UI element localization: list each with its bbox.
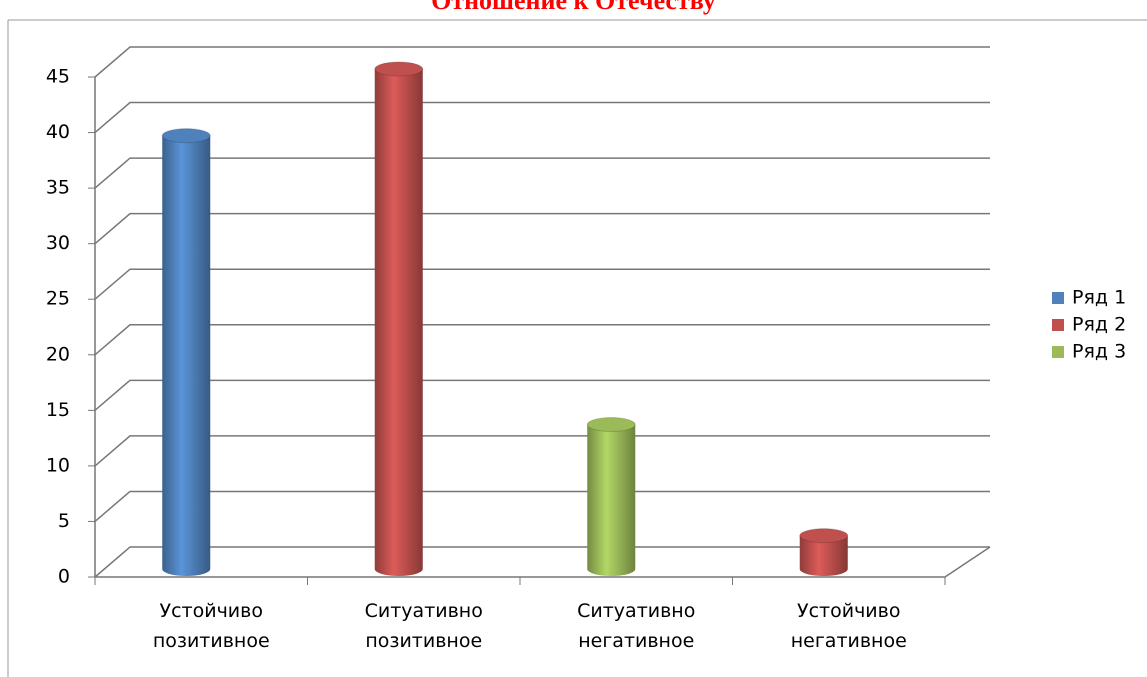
y-tick-label: 30 [46,232,70,254]
legend-label: Ряд 1 [1072,287,1126,309]
bar-top [586,417,636,433]
grid-line [94,435,990,467]
y-tick-label: 20 [46,343,70,365]
bar-top [161,128,211,144]
bar [799,535,848,577]
legend-swatch [1052,346,1064,358]
x-tick-label: Устойчиво негативное [790,600,907,652]
y-tick-label: 15 [46,399,70,421]
y-tick-label: 25 [46,288,70,310]
chart-title: Отношение к Отечеству [431,0,716,15]
grid-line [94,546,990,578]
y-tick-label: 10 [46,454,70,476]
legend-swatch [1052,319,1064,331]
grid-line [94,101,990,134]
grid-line [94,268,990,300]
legend-label: Ряд 2 [1072,314,1126,336]
y-tick-label: 45 [46,66,70,88]
y-tick-label: 5 [58,510,70,532]
grid-line [94,46,990,78]
legend-swatch [1052,292,1064,304]
y-tick-label: 40 [46,121,70,143]
grid-line [94,157,990,189]
y-tick-label: 35 [46,177,70,199]
y-tick-label: 0 [58,566,70,588]
legend-label: Ряд 3 [1072,341,1126,363]
bar [162,135,211,577]
grid-line [94,324,990,356]
grid-line [94,490,990,523]
bar [587,424,636,577]
bar-top [799,528,849,544]
x-tick-label: Устойчиво позитивное [152,600,270,652]
x-tick-label: Ситуативно негативное [577,600,696,652]
x-tick-label: Ситуативно позитивное [364,600,483,652]
grid-line [94,212,990,245]
floor [95,546,991,578]
grid-line [94,379,990,411]
bar-top [374,61,424,77]
bar [374,69,423,577]
